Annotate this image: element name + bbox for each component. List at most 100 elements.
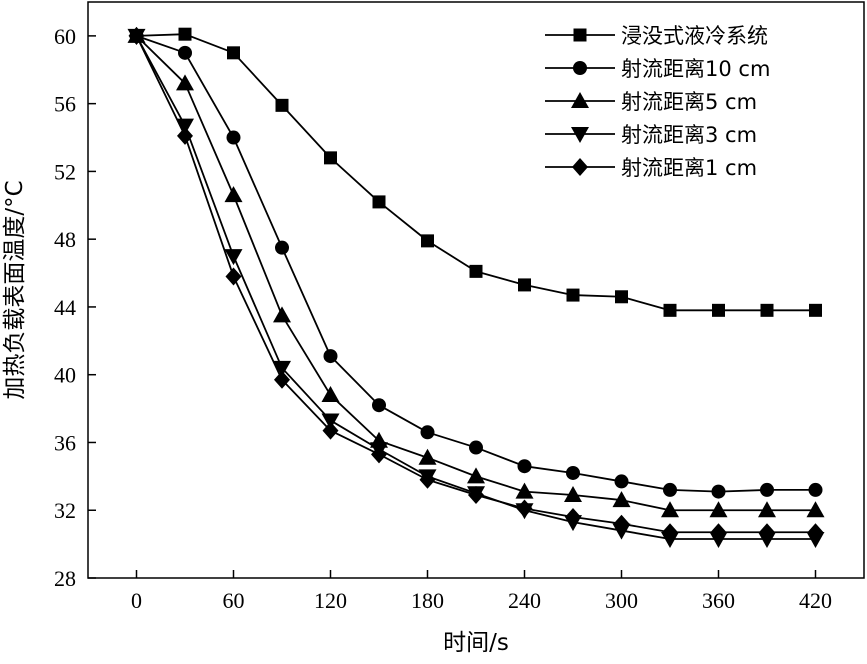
- data-point: [420, 425, 435, 440]
- data-point: [663, 303, 677, 317]
- data-point: [421, 234, 434, 248]
- data-point: [710, 523, 727, 542]
- y-tick-label: 28: [54, 566, 76, 591]
- data-point: [322, 421, 339, 440]
- x-tick-label: 180: [411, 588, 444, 613]
- data-point: [515, 482, 534, 499]
- x-tick-label: 0: [131, 588, 142, 613]
- legend-item: 射流距离1 cm: [545, 156, 757, 180]
- data-point: [615, 290, 628, 304]
- data-point: [566, 465, 580, 480]
- data-point: [711, 484, 726, 499]
- data-point: [178, 45, 192, 60]
- data-point: [273, 360, 291, 377]
- plot-frame: [87, 1, 865, 579]
- data-point: [178, 27, 192, 41]
- series-1: [130, 27, 822, 317]
- data-point: [324, 151, 337, 165]
- data-point: [224, 186, 243, 203]
- legend-marker: [571, 92, 589, 108]
- data-point: [612, 491, 631, 508]
- data-point: [176, 74, 194, 91]
- y-tick-label: 44: [54, 295, 76, 320]
- data-point: [662, 523, 678, 542]
- data-point: [372, 398, 386, 413]
- data-point: [663, 482, 677, 497]
- y-tick-label: 36: [54, 430, 76, 455]
- data-point: [661, 501, 679, 518]
- data-point: [274, 370, 290, 389]
- data-point: [273, 306, 291, 323]
- y-axis-title: 加热负载表面温度/°C: [2, 180, 28, 399]
- data-point: [469, 440, 483, 455]
- x-tick-label: 300: [605, 588, 638, 613]
- y-tick-label: 40: [54, 363, 76, 388]
- legend-item: 射流距离3 cm: [545, 123, 757, 147]
- data-point: [371, 445, 387, 464]
- y-tick-label: 48: [54, 227, 76, 252]
- y-tick-label: 52: [54, 159, 76, 184]
- data-point: [809, 303, 822, 317]
- data-point: [227, 46, 240, 60]
- legend-marker: [571, 127, 589, 143]
- data-point: [709, 501, 728, 518]
- series-5: [128, 26, 824, 542]
- data-point: [564, 485, 582, 502]
- data-point: [321, 386, 340, 403]
- legend-marker: [573, 28, 587, 42]
- x-tick-label: 240: [508, 588, 541, 613]
- data-point: [807, 523, 824, 542]
- x-tick-label: 420: [799, 588, 832, 613]
- data-point: [712, 303, 725, 317]
- data-point: [468, 485, 484, 504]
- data-point: [372, 195, 386, 209]
- data-point: [806, 501, 825, 518]
- data-point: [469, 264, 483, 278]
- data-point: [176, 118, 194, 135]
- x-axis-title: 时间/s: [443, 630, 509, 656]
- legend-label: 浸没式液冷系统: [621, 24, 768, 48]
- data-point: [760, 482, 774, 497]
- y-tick-label: 32: [54, 498, 76, 523]
- x-tick-label: 120: [314, 588, 347, 613]
- legend-label: 射流距离5 cm: [621, 90, 757, 114]
- data-point: [565, 508, 581, 527]
- data-point: [419, 470, 436, 489]
- data-point: [224, 249, 243, 266]
- data-point: [518, 278, 531, 292]
- data-point: [613, 514, 630, 533]
- data-point: [566, 288, 580, 302]
- x-tick-label: 360: [702, 588, 735, 613]
- data-point: [225, 267, 242, 286]
- data-point: [275, 98, 289, 112]
- data-point: [808, 482, 823, 497]
- y-tick-label: 56: [54, 92, 76, 117]
- data-point: [323, 349, 338, 364]
- data-point: [759, 523, 775, 542]
- legend-item: 射流距离10 cm: [545, 57, 770, 81]
- series-layer: [127, 26, 825, 549]
- data-point: [177, 126, 193, 145]
- data-point: [517, 459, 532, 474]
- legend-label: 射流距离10 cm: [621, 57, 770, 81]
- y-tick-label: 60: [54, 24, 76, 49]
- legend-marker: [573, 61, 587, 75]
- x-axis: 0 60 120 180 240 300 360 420: [131, 570, 832, 613]
- data-point: [760, 303, 774, 317]
- data-point: [614, 474, 629, 489]
- data-point: [275, 240, 289, 255]
- data-point: [128, 26, 145, 45]
- data-point: [467, 467, 485, 484]
- legend-item: 射流距离5 cm: [545, 90, 757, 114]
- data-point: [226, 130, 241, 145]
- data-point: [758, 501, 776, 518]
- data-point: [418, 448, 437, 465]
- y-axis: 28 32 36 40 44 48 52 56 60: [54, 24, 96, 591]
- legend-marker: [572, 158, 588, 176]
- data-point: [321, 413, 340, 430]
- legend-label: 射流距离3 cm: [621, 123, 757, 147]
- legend-item: 浸没式液冷系统: [545, 24, 768, 48]
- legend-label: 射流距离1 cm: [621, 156, 757, 180]
